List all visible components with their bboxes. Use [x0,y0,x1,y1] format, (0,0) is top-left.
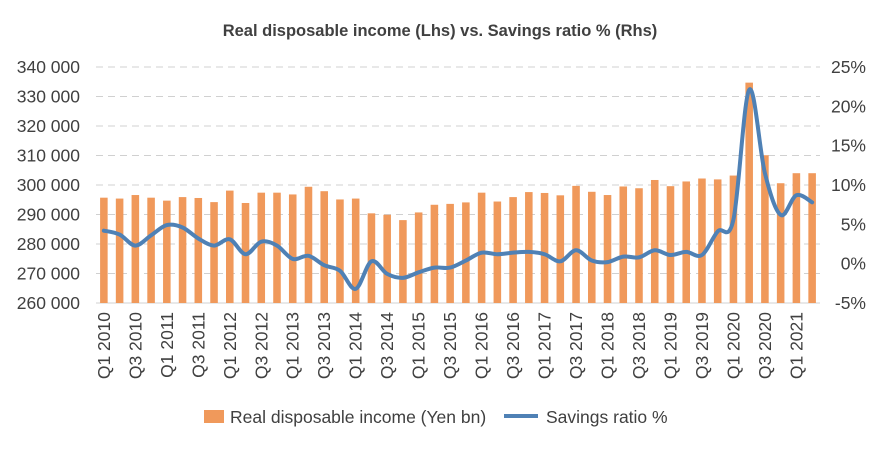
x-tick-label: Q1 2016 [472,312,492,379]
y-left-tick-label: 270 000 [17,264,81,284]
income-bar [462,202,470,303]
legend-label-savings: Savings ratio % [546,407,668,427]
income-bar [792,173,801,303]
y-right-tick-label: -5% [835,293,866,313]
income-bar [540,192,549,303]
x-tick-label: Q3 2014 [377,312,397,379]
income-bar [477,192,486,303]
income-bar [729,175,738,303]
income-bar [808,173,816,303]
y-left-tick-label: 320 000 [17,116,81,136]
x-tick-label: Q1 2021 [786,312,806,379]
income-bar [698,178,706,303]
y-left-tick-label: 310 000 [17,146,81,166]
y-left-tick-label: 300 000 [17,175,81,195]
x-tick-label: Q3 2012 [251,312,271,379]
income-bar [682,181,690,303]
legend-swatch-income [204,410,224,423]
income-bar [446,203,454,303]
income-bar [304,186,313,303]
x-tick-label: Q1 2018 [598,312,618,379]
x-tick-label: Q3 2011 [188,312,208,378]
income-bar [288,194,297,303]
income-bar [226,190,234,303]
y-left-tick-label: 290 000 [17,205,81,225]
y-right-tick-label: 10% [831,175,866,195]
income-bar [178,197,187,303]
y-left-tick-label: 340 000 [17,57,81,77]
income-bar [163,200,171,303]
bar-series-income [100,82,816,303]
x-tick-label: Q1 2019 [660,312,680,379]
income-bar [115,198,124,303]
income-bar [430,204,439,303]
legend-label-income: Real disposable income (Yen bn) [230,407,486,427]
y-right-tick-label: 20% [831,96,866,116]
x-tick-label: Q3 2010 [125,312,145,379]
x-tick-label: Q1 2014 [346,312,366,379]
x-tick-label: Q3 2019 [692,312,712,379]
x-tick-label: Q3 2016 [503,312,523,379]
income-bar [320,191,328,303]
chart-title: Real disposable income (Lhs) vs. Savings… [223,22,658,40]
income-bar [635,188,643,303]
x-tick-label: Q1 2015 [409,312,429,379]
income-bar [194,197,203,303]
x-tick-label: Q3 2015 [440,312,460,379]
income-bar [619,186,628,303]
x-tick-label: Q1 2020 [723,312,743,379]
income-bar [572,185,580,303]
income-bar [761,155,769,303]
line-series-savings [101,87,815,291]
income-bar [525,192,533,303]
income-bar [336,199,344,303]
x-tick-label: Q1 2013 [283,312,303,379]
income-bar [666,186,675,303]
y-right-tick-label: 0% [841,254,866,274]
x-tick-label: Q1 2017 [535,312,555,379]
x-tick-label: Q3 2013 [314,312,334,379]
income-bar [588,191,596,303]
y-right-tick-label: 15% [831,136,866,156]
y-left-tick-label: 260 000 [17,293,81,313]
income-bar [603,195,612,303]
y-left-tick-label: 330 000 [17,87,81,107]
income-bar [367,213,376,303]
legend: Real disposable income (Yen bn) Savings … [204,407,668,427]
income-bar [351,198,360,303]
income-bar [100,197,108,303]
income-bar [131,195,140,303]
income-bar [713,179,722,303]
y-left-tick-label: 280 000 [17,234,81,254]
x-axis: Q1 2010 Q3 2010 Q1 2011 Q3 2011 Q1 2012 Q3 20… [94,312,807,379]
income-bar [383,214,391,303]
income-bar [556,195,565,303]
gridlines [96,66,820,304]
income-bar [745,82,753,303]
savings-ratio-line [101,87,815,291]
y-right-tick-label: 5% [841,214,866,234]
x-tick-label: Q1 2012 [220,312,240,379]
income-bar [414,212,423,303]
x-tick-label: Q1 2010 [94,312,114,379]
income-bar [147,197,155,303]
income-bar [776,183,785,303]
y-axis-right: -5% 0% 5% 10% 15% 20% 25% [831,57,866,313]
x-tick-label: Q3 2018 [629,312,649,379]
x-tick-label: Q3 2020 [755,312,775,379]
x-tick-label: Q3 2017 [566,312,586,379]
y-axis-left: 260 000 270 000 280 000 290 000 300 000 310 0… [17,57,81,313]
y-right-tick-label: 25% [831,57,866,77]
income-bar [257,192,266,303]
income-bar [650,179,659,303]
income-bar [210,202,218,303]
income-bar [399,220,407,303]
income-bar [509,197,517,303]
x-tick-label: Q1 2011 [157,312,177,378]
